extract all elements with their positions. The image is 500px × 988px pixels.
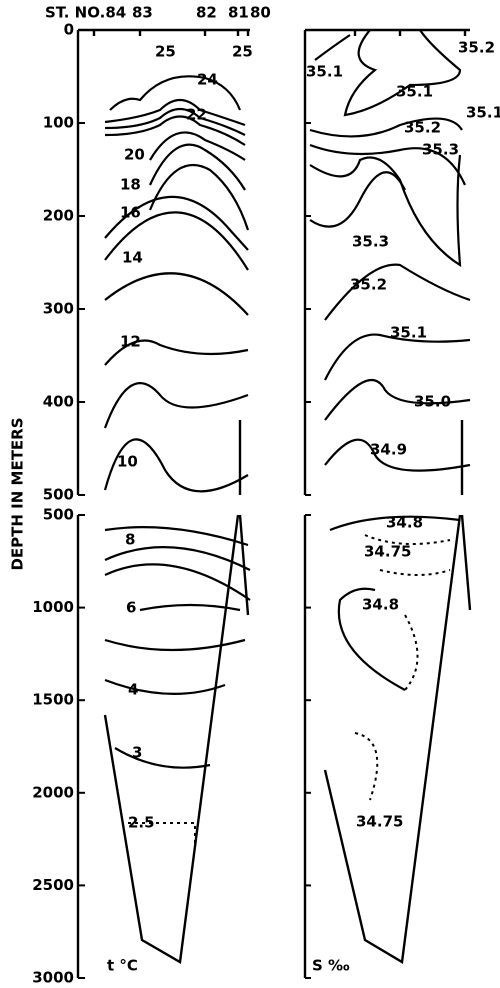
y-tick-label: 100 (43, 114, 74, 132)
contour-label: 34.8 (386, 514, 423, 532)
y-tick-label: 2500 (32, 876, 74, 894)
contour-label: 2.5 (128, 814, 155, 832)
y-tick-label: 200 (43, 207, 74, 225)
contour-label: 35.0 (414, 393, 451, 411)
contour-label: 20 (124, 146, 145, 164)
contour-label: 35.1 (396, 83, 433, 101)
y-tick-label: 500 (43, 486, 74, 504)
topography (103, 420, 472, 964)
contour-label: 34.8 (362, 596, 399, 614)
y-tick-label: 1500 (32, 691, 74, 709)
contour-label: 34.9 (370, 441, 407, 459)
contour-label: 34.75 (356, 813, 403, 831)
panel-label: t °C (107, 957, 138, 975)
contour-label: 25 (232, 43, 253, 61)
contour-label: 22 (186, 106, 207, 124)
contour-label: 35.1 (390, 324, 427, 342)
contour-label: 3 (132, 744, 142, 762)
contour-label: 34.75 (364, 543, 411, 561)
y-tick-label: 400 (43, 393, 74, 411)
panel-label: S ‰ (312, 957, 350, 975)
frame (76, 28, 470, 978)
contour-label: 25 (155, 43, 176, 61)
y-tick-label: 300 (43, 300, 74, 318)
y-tick-label: 3000 (32, 969, 74, 987)
station-label: ST. NO.84 (45, 4, 126, 22)
contour-label: 14 (122, 249, 143, 267)
contour-label: 12 (120, 333, 141, 351)
station-label: 81 (228, 4, 249, 22)
station-label: 82 (196, 4, 217, 22)
temperature-contours (103, 75, 251, 845)
y-tick-label: 1000 (32, 598, 74, 616)
y-tick-label: 2000 (32, 783, 74, 801)
axis-label: DEPTH IN METERS (9, 417, 27, 570)
contour-label: 18 (120, 176, 141, 194)
contour-label: 10 (117, 453, 138, 471)
contour-label: 35.1 (306, 63, 343, 81)
contour-label: 8 (125, 531, 135, 549)
contour-label: 4 (128, 681, 138, 699)
contour-label: 35.2 (404, 119, 441, 137)
y-tick-label: 500 (43, 506, 74, 524)
contour-label: 35.1 (466, 104, 500, 122)
contour-label: 24 (197, 71, 218, 89)
station-label: 83 (132, 4, 153, 22)
contour-label: 35.2 (458, 39, 495, 57)
contour-label: 35.2 (350, 276, 387, 294)
contour-label: 35.3 (352, 233, 389, 251)
salinity-contours (309, 29, 471, 801)
contour-label: 16 (120, 204, 141, 222)
contour-label: 35.3 (422, 141, 459, 159)
station-label: 80 (250, 4, 271, 22)
contour-label: 6 (126, 599, 136, 617)
y-tick-label: 0 (64, 21, 74, 39)
